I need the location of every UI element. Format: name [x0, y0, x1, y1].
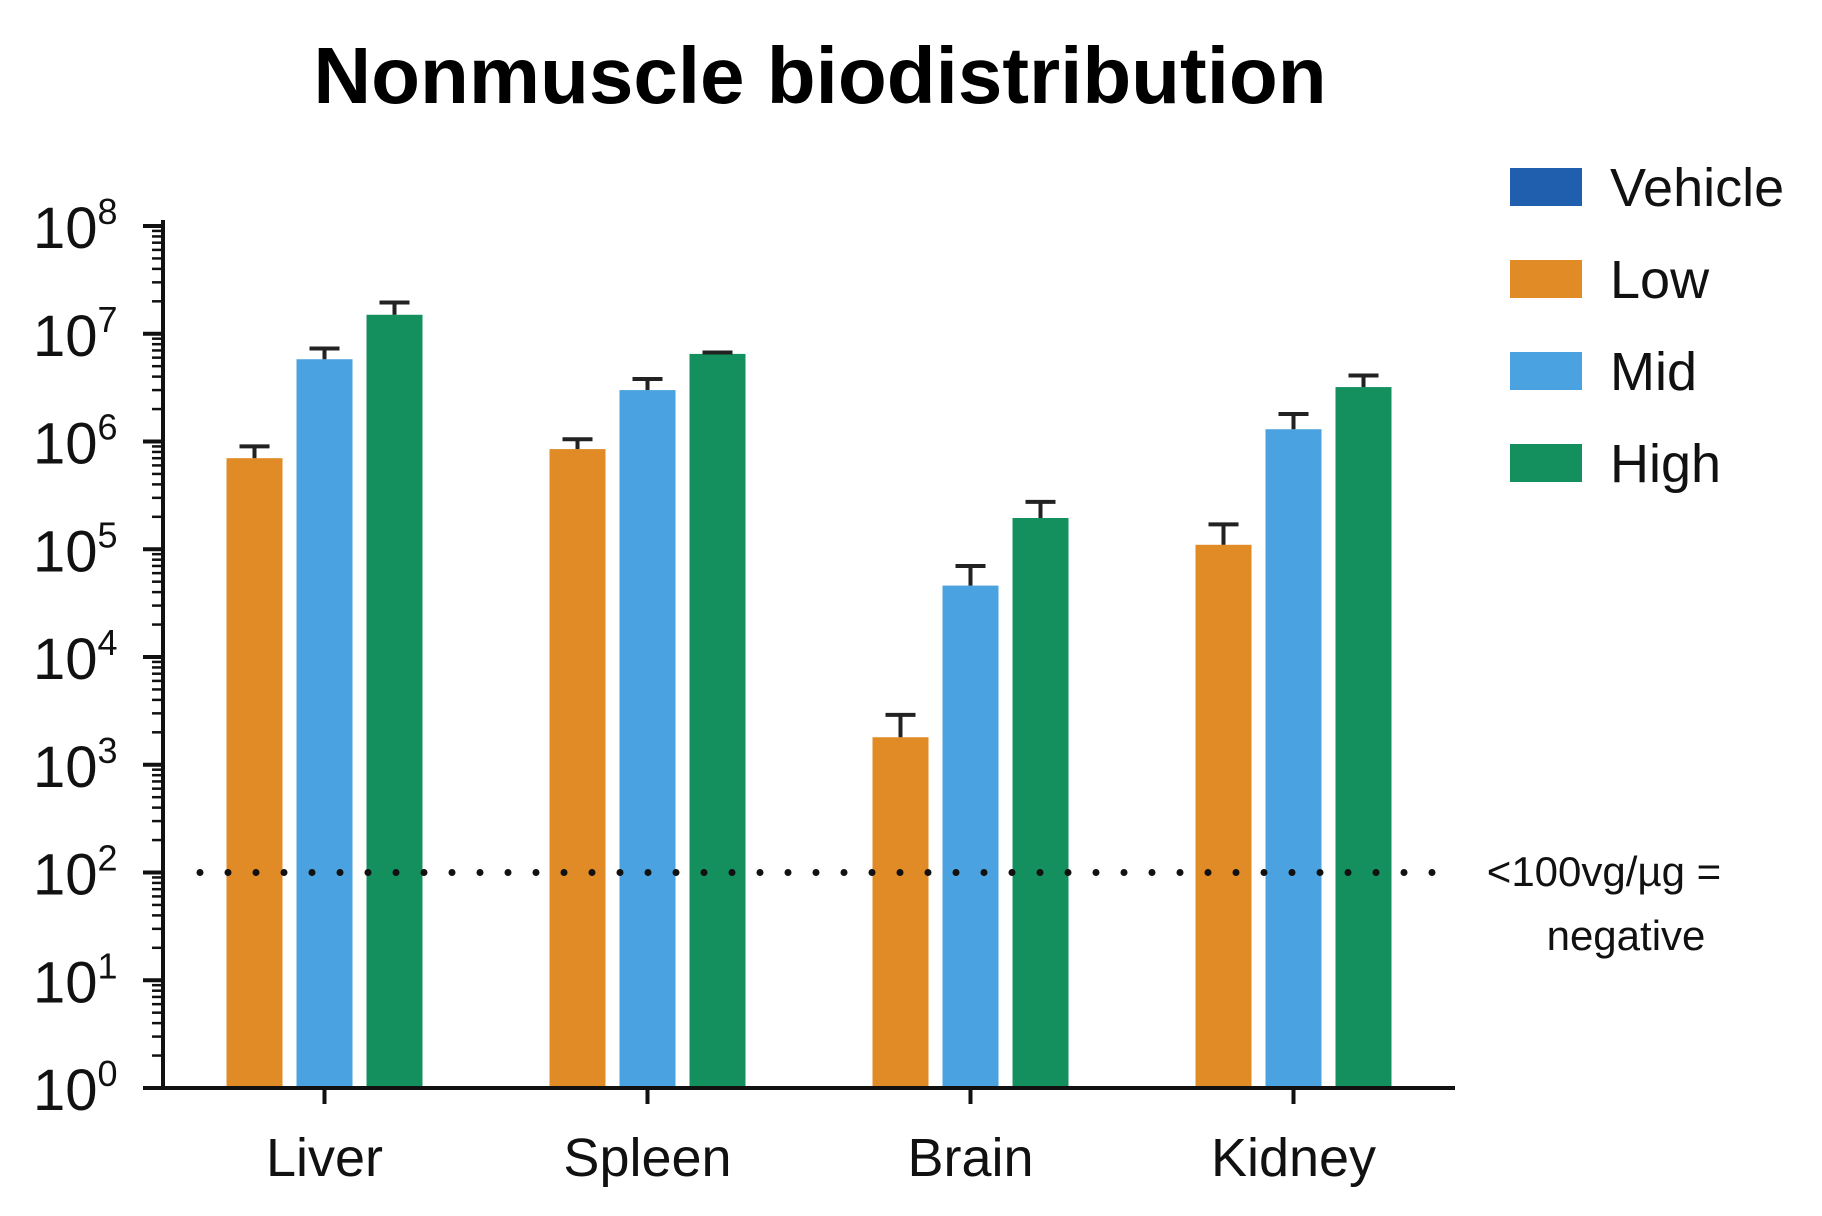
y-tick-label: 104: [33, 622, 118, 692]
legend-item-high: High: [1510, 434, 1721, 494]
x-tick-label-liver: Liver: [266, 1128, 383, 1188]
error-bar-liver-mid: [309, 346, 340, 360]
y-tick-label: 101: [33, 945, 118, 1015]
legend-swatch-mid: [1510, 352, 1582, 390]
chart-title: Nonmuscle biodistribution: [313, 31, 1327, 120]
y-tick-label: 103: [33, 730, 118, 800]
bar-kidney-mid: [1265, 429, 1322, 1088]
bar-brain-low: [872, 737, 929, 1088]
legend-swatch-low: [1510, 260, 1582, 298]
error-bar-kidney-mid: [1278, 411, 1309, 430]
bar-kidney-low: [1195, 544, 1252, 1088]
x-tick-label-brain: Brain: [907, 1128, 1033, 1188]
legend-item-low: Low: [1510, 250, 1710, 310]
y-tick-label: 105: [33, 514, 118, 584]
error-bar-kidney-low: [1208, 522, 1239, 545]
bars-layer: [226, 314, 1392, 1089]
error-bar-kidney-high: [1348, 373, 1379, 388]
legend-label-high: High: [1610, 434, 1721, 494]
error-bar-spleen-low: [562, 437, 593, 450]
bar-liver-high: [366, 314, 423, 1089]
legend: Vehicle Low Mid High: [1510, 158, 1784, 494]
error-bar-liver-high: [379, 300, 410, 315]
bar-liver-mid: [296, 359, 353, 1089]
threshold-label-line1: <100vg/µg =: [1487, 848, 1721, 895]
x-tick-label-spleen: Spleen: [563, 1128, 731, 1188]
x-axis: Liver Spleen Brain Kidney: [161, 1086, 1455, 1188]
y-tick-label: 100: [33, 1053, 118, 1123]
bar-spleen-mid: [619, 390, 676, 1088]
error-bar-brain-mid: [955, 563, 986, 586]
y-tick-label: 108: [33, 191, 118, 261]
bar-spleen-low: [549, 449, 606, 1088]
legend-item-mid: Mid: [1510, 342, 1697, 402]
bar-brain-mid: [942, 585, 999, 1088]
y-tick-label: 107: [33, 299, 118, 369]
error-bar-liver-low: [239, 444, 270, 459]
legend-item-vehicle: Vehicle: [1510, 158, 1784, 218]
legend-swatch-high: [1510, 444, 1582, 482]
legend-swatch-vehicle: [1510, 168, 1582, 206]
y-tick-label: 106: [33, 407, 118, 477]
x-tick-label-kidney: Kidney: [1211, 1128, 1376, 1188]
error-bar-spleen-high: [702, 350, 733, 355]
y-tick-label: 102: [33, 838, 118, 908]
error-bar-brain-high: [1025, 499, 1056, 518]
legend-label-low: Low: [1610, 250, 1710, 310]
legend-label-mid: Mid: [1610, 342, 1697, 402]
threshold-label-line2: negative: [1547, 912, 1706, 959]
error-bar-brain-low: [885, 712, 916, 738]
error-bars-layer: [239, 300, 1379, 738]
bar-liver-low: [226, 458, 283, 1088]
bar-kidney-high: [1335, 387, 1392, 1089]
bar-spleen-high: [689, 353, 746, 1089]
error-bar-spleen-mid: [632, 377, 663, 391]
y-axis: 100 101 102 103 104 105 106 107 108: [33, 191, 165, 1123]
bar-brain-high: [1012, 517, 1069, 1088]
legend-label-vehicle: Vehicle: [1610, 158, 1784, 218]
